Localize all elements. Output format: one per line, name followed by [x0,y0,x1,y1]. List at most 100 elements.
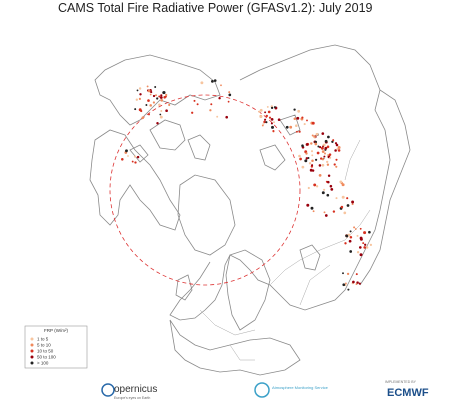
fire-dot [272,129,275,133]
fire-dot [311,154,314,157]
fire-dot [262,123,265,126]
fire-dot [228,91,231,94]
fire-dot [305,143,309,146]
fire-dot [135,98,138,101]
fire-dot [127,155,129,157]
fire-dot [168,103,171,107]
coastline [89,129,181,231]
fire-dot [141,116,145,119]
coastline [169,319,301,376]
fire-dot [358,282,361,285]
fire-dot [321,132,325,135]
fire-dot [159,96,163,99]
fire-dot [326,193,330,197]
fire-dot [322,145,324,148]
fire-dot [295,124,298,127]
fire-dot [301,144,304,147]
fire-dot [341,183,345,187]
fire-dot [332,139,335,142]
fire-dot [193,99,196,102]
footer: opernicus Europe's eyes on Earth Atmosph… [101,380,429,400]
fire-dot [335,143,339,147]
fire-dot [356,234,359,237]
fire-dot [323,188,326,191]
fire-dot [293,108,296,111]
fire-dot [218,96,221,100]
fire-dot [136,89,139,92]
fire-dot [307,186,310,190]
fire-dot [293,117,297,120]
fire-dot [355,273,358,276]
fire-dot [258,110,261,113]
fire-dot [134,108,137,111]
fire-dot [270,106,274,110]
fire-dot [140,109,143,113]
legend-swatch [30,337,34,341]
fire-dot [306,203,310,207]
fire-dot [326,160,329,164]
fire-dot [298,154,301,158]
fire-dot [339,180,343,184]
fire-dot [368,230,371,234]
fire-dot [333,163,336,166]
fire-dot [152,101,156,104]
fire-dot [227,100,230,103]
fire-dot [324,152,326,155]
fire-dot [259,108,263,112]
fire-dot [308,162,312,165]
fire-dot [265,121,268,124]
fire-dot [347,288,350,291]
fire-dot [347,233,351,237]
fire-dot [351,200,355,204]
fire-dot [311,121,315,125]
fire-dot [152,94,156,98]
fire-dot [311,164,314,167]
greenland [177,174,236,256]
fire-dot [149,104,152,107]
fire-dot [156,121,159,125]
fire-dot [329,156,332,159]
fire-dot [359,237,363,241]
fire-dot [318,174,322,177]
fire-dot [158,103,161,107]
fire-dot [324,139,328,143]
fire-dot [155,94,157,97]
fire-dot [259,115,263,119]
fire-dot [270,118,274,121]
fire-dot [299,157,302,161]
fire-dot [362,242,365,245]
fire-dot [323,211,326,214]
fire-dot [162,91,166,95]
fire-dot [305,157,309,160]
fire-dot [304,159,308,163]
fire-dot [356,251,360,254]
fire-dot [147,99,150,102]
fire-dot [209,109,212,112]
arctic-circle [109,94,301,286]
fire-dot [330,188,334,191]
fire-dot [332,210,336,213]
fire-dot [321,150,325,153]
fire-dot [359,227,362,230]
fire-dot [356,281,359,284]
fire-dot [216,115,219,118]
fire-dot [266,105,269,108]
fire-dot [125,149,128,153]
fire-dot [369,243,373,247]
fire-dot [352,280,355,284]
fire-dot [310,142,313,145]
fire-dot [315,132,319,136]
coastline [169,44,391,321]
ecmwf-top: IMPLEMENTED BY [385,380,417,384]
fire-dot [165,109,168,113]
fire-dot [305,152,308,155]
fire-dot [319,146,322,149]
fire-dot [313,183,317,187]
fire-dot [334,142,338,145]
fire-dot [358,246,362,249]
fire-dot [264,111,267,114]
scandinavia [225,249,271,331]
fire-dot [271,125,274,129]
fire-dot [133,155,137,158]
